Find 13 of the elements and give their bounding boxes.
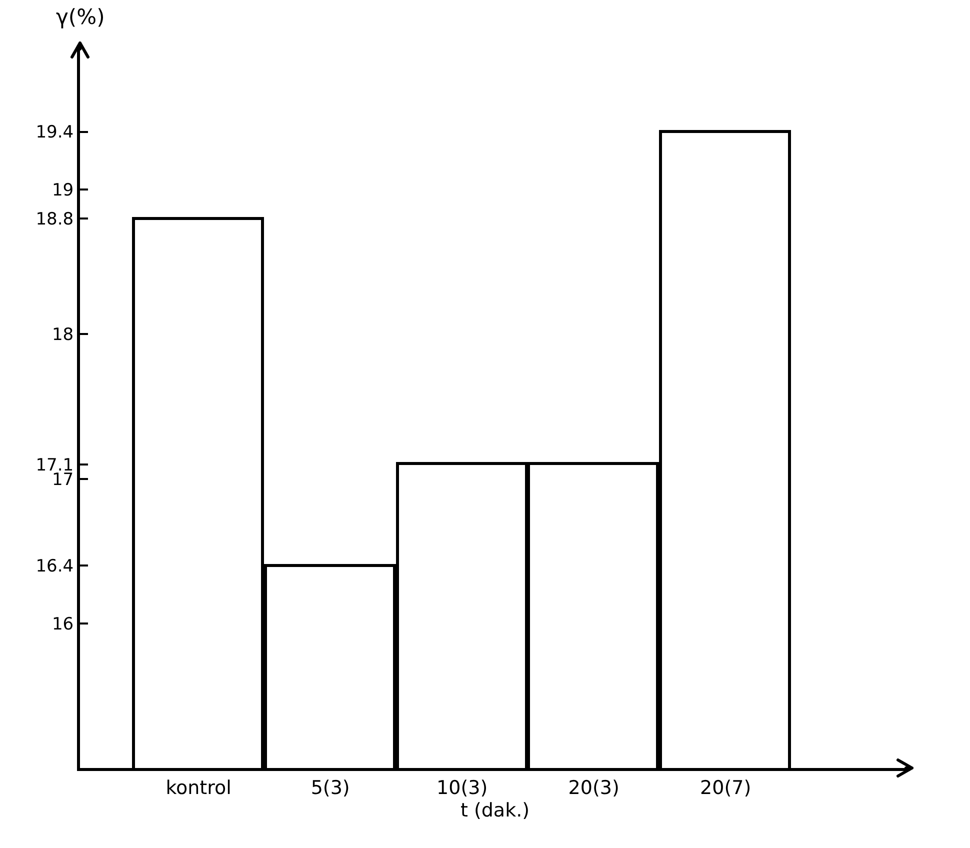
y-tick-label: 19.4 xyxy=(36,122,74,143)
x-tick-label: 10(3) xyxy=(436,776,488,799)
y-axis-title: γ(%) xyxy=(56,5,105,29)
x-tick-label: 20(3) xyxy=(568,776,620,799)
x-tick-label: 5(3) xyxy=(310,776,350,799)
x-tick-label: kontrol xyxy=(166,776,232,799)
y-tick-label: 18 xyxy=(52,325,74,346)
y-tick-label: 16 xyxy=(52,614,74,634)
x-tick-label: 20(7) xyxy=(700,776,752,799)
y-tick-label: 16.4 xyxy=(36,556,74,577)
y-tick-label: 19 xyxy=(52,180,74,201)
x-axis-title: t (dak.) xyxy=(460,800,530,822)
y-tick-label: 18.8 xyxy=(36,209,74,230)
